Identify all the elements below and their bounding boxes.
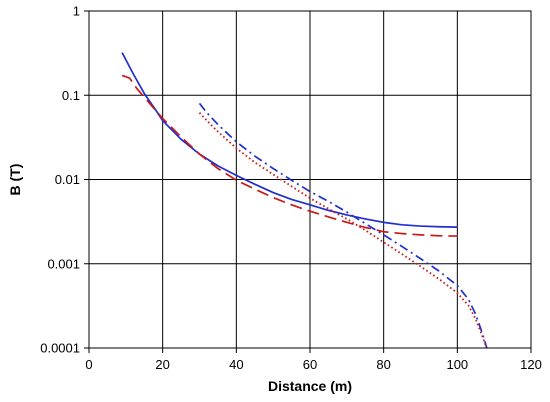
x-tick-label: 40 [229,357,243,372]
y-tick-label: 0.01 [55,172,80,187]
y-axis-label: B (T) [7,164,23,196]
y-tick-label: 0.1 [62,88,80,103]
x-tick-label: 100 [446,357,468,372]
x-tick-label: 80 [376,357,390,372]
y-tick-label: 0.001 [47,256,80,271]
series-line-dashed [121,74,458,237]
y-tick-label: 1 [73,4,80,19]
x-tick-label: 60 [303,357,317,372]
grid [89,11,531,348]
series-layer [121,52,488,349]
x-tick-label: 20 [155,357,169,372]
series-line-solid [121,52,458,228]
series-line-dotted [198,112,488,349]
x-tick-label: 120 [520,357,542,372]
y-tick-label: 0.0001 [40,341,80,356]
x-tick-label: 0 [85,357,92,372]
series-line-dashdot [198,102,488,349]
x-axis-label: Distance (m) [268,378,352,394]
tick-labels: 0 20 40 60 80 100 120 1 0.1 0.01 0.001 0.0001 [40,4,542,373]
